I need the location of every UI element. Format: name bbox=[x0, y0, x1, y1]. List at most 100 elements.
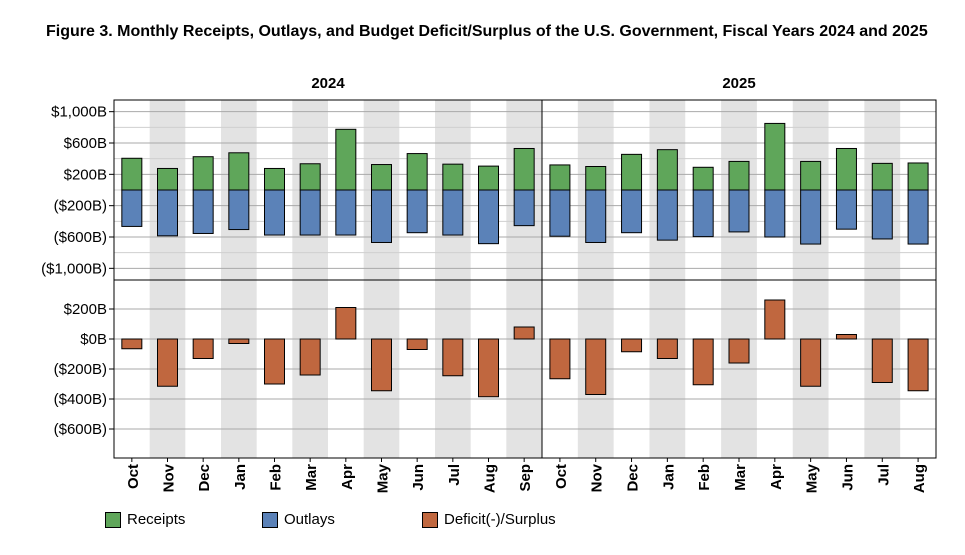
chart-title: Figure 3. Monthly Receipts, Outlays, and… bbox=[46, 23, 928, 40]
deficit-bar bbox=[800, 338, 822, 387]
receipts-bar bbox=[371, 164, 392, 191]
x-tick-label: Jun bbox=[839, 464, 856, 491]
shade-column bbox=[292, 100, 328, 458]
plot-frame bbox=[113, 99, 937, 459]
receipts-bar bbox=[513, 147, 535, 191]
outlays-bar bbox=[335, 189, 357, 236]
deficit-bar bbox=[299, 338, 321, 376]
outlays-bar bbox=[907, 189, 929, 245]
receipts-bar bbox=[871, 162, 893, 191]
outlays-bar bbox=[406, 189, 428, 234]
receipts-bar bbox=[299, 163, 321, 191]
receipts-bar bbox=[907, 162, 929, 191]
receipts-bar bbox=[442, 163, 464, 191]
deficit-bar bbox=[728, 338, 750, 364]
y-tick-label: ($200B) bbox=[54, 361, 107, 378]
x-axis-ticks: Oct Nov Dec Jan Feb Mar Apr May Jun Jul Aug Sep Oct N… bbox=[125, 458, 928, 493]
receipts-bar bbox=[656, 149, 678, 191]
outlays-bar bbox=[549, 189, 571, 237]
outlays-bar bbox=[871, 189, 893, 240]
deficit-bar bbox=[656, 338, 678, 359]
y-axis-ticks: $1,000B $600B $200B ($200B) ($600B) ($1,000B)… bbox=[41, 104, 114, 438]
outlays-bar bbox=[692, 189, 714, 238]
deficit-bar bbox=[549, 338, 571, 380]
receipts-bar bbox=[621, 153, 643, 191]
receipts-bar bbox=[121, 157, 143, 191]
bars bbox=[121, 122, 929, 398]
outlays-bar bbox=[478, 189, 499, 245]
y-tick-label: $600B bbox=[64, 135, 107, 152]
shade-column bbox=[435, 100, 471, 458]
receipts-bar bbox=[478, 165, 499, 191]
outlays-swatch bbox=[262, 511, 278, 528]
receipts-swatch bbox=[105, 511, 121, 528]
deficit-bar bbox=[907, 338, 929, 392]
legend-label-deficit: Deficit(-)/Surplus bbox=[444, 511, 556, 528]
x-tick-label: Mar bbox=[732, 464, 749, 491]
deficit-bar bbox=[371, 338, 392, 392]
outlays-bar bbox=[835, 189, 857, 230]
y-tick-label: ($1,000B) bbox=[41, 260, 107, 277]
deficit-bar bbox=[692, 338, 714, 386]
receipts-bar bbox=[800, 160, 822, 191]
x-tick-label: Jul bbox=[446, 464, 463, 486]
x-tick-label: Nov bbox=[161, 463, 178, 492]
shade-column bbox=[363, 100, 400, 458]
outlays-bar bbox=[656, 189, 678, 241]
deficit-bar bbox=[621, 338, 643, 353]
x-tick-label: Jun bbox=[410, 464, 427, 491]
shade-column bbox=[792, 100, 829, 458]
x-tick-label: Feb bbox=[696, 464, 713, 491]
deficit-bar bbox=[442, 338, 464, 377]
group-label-2025: 2025 bbox=[722, 75, 755, 92]
x-tick-label: Dec bbox=[196, 464, 213, 492]
deficit-bar bbox=[871, 338, 893, 383]
receipts-bar bbox=[192, 156, 214, 191]
x-tick-label: Jan bbox=[232, 464, 249, 490]
receipts-bar bbox=[835, 147, 857, 191]
x-tick-label: May bbox=[804, 463, 821, 493]
deficit-bar bbox=[192, 338, 214, 359]
shade-column bbox=[577, 100, 614, 458]
gridlines bbox=[114, 111, 936, 430]
shade-column bbox=[149, 100, 186, 458]
y-tick-label: ($200B) bbox=[54, 198, 107, 215]
shade-column bbox=[864, 100, 901, 458]
outlays-bar bbox=[228, 189, 250, 231]
x-tick-label: Apr bbox=[768, 464, 785, 490]
outlays-bar bbox=[264, 189, 285, 236]
y-tick-label: $0B bbox=[80, 331, 107, 348]
receipts-bar bbox=[728, 160, 750, 191]
receipts-bar bbox=[157, 167, 178, 191]
x-tick-label: Oct bbox=[553, 464, 570, 489]
x-tick-label: Aug bbox=[482, 464, 499, 493]
x-tick-label: Sep bbox=[517, 464, 534, 492]
x-tick-label: Nov bbox=[589, 463, 606, 492]
year-group-labels: 2024 2025 bbox=[311, 75, 755, 92]
deficit-bar bbox=[835, 334, 857, 340]
x-tick-label: Jan bbox=[660, 464, 677, 490]
y-tick-label: $1,000B bbox=[51, 104, 107, 121]
plot-border bbox=[113, 99, 937, 459]
outlays-bar bbox=[371, 189, 392, 243]
x-tick-label: Feb bbox=[268, 464, 285, 491]
x-tick-label: Aug bbox=[911, 464, 928, 493]
x-tick-label: Jul bbox=[875, 464, 892, 486]
outlays-bar bbox=[728, 189, 750, 233]
outlays-bar bbox=[442, 189, 464, 236]
receipts-bar bbox=[228, 152, 250, 191]
receipts-bar bbox=[264, 167, 285, 191]
outlays-bar bbox=[192, 189, 214, 234]
deficit-bar bbox=[764, 299, 786, 340]
group-label-2024: 2024 bbox=[311, 75, 345, 92]
outlays-bar bbox=[621, 189, 643, 234]
deficit-swatch bbox=[422, 511, 438, 528]
outlays-bar bbox=[121, 189, 143, 227]
column-shading bbox=[149, 100, 901, 458]
x-tick-label: May bbox=[375, 463, 392, 493]
x-tick-label: Oct bbox=[125, 464, 142, 489]
legend-item-deficit: Deficit(-)/Surplus bbox=[422, 511, 556, 528]
x-tick-label: Dec bbox=[625, 464, 642, 492]
x-tick-label: Mar bbox=[303, 464, 320, 491]
